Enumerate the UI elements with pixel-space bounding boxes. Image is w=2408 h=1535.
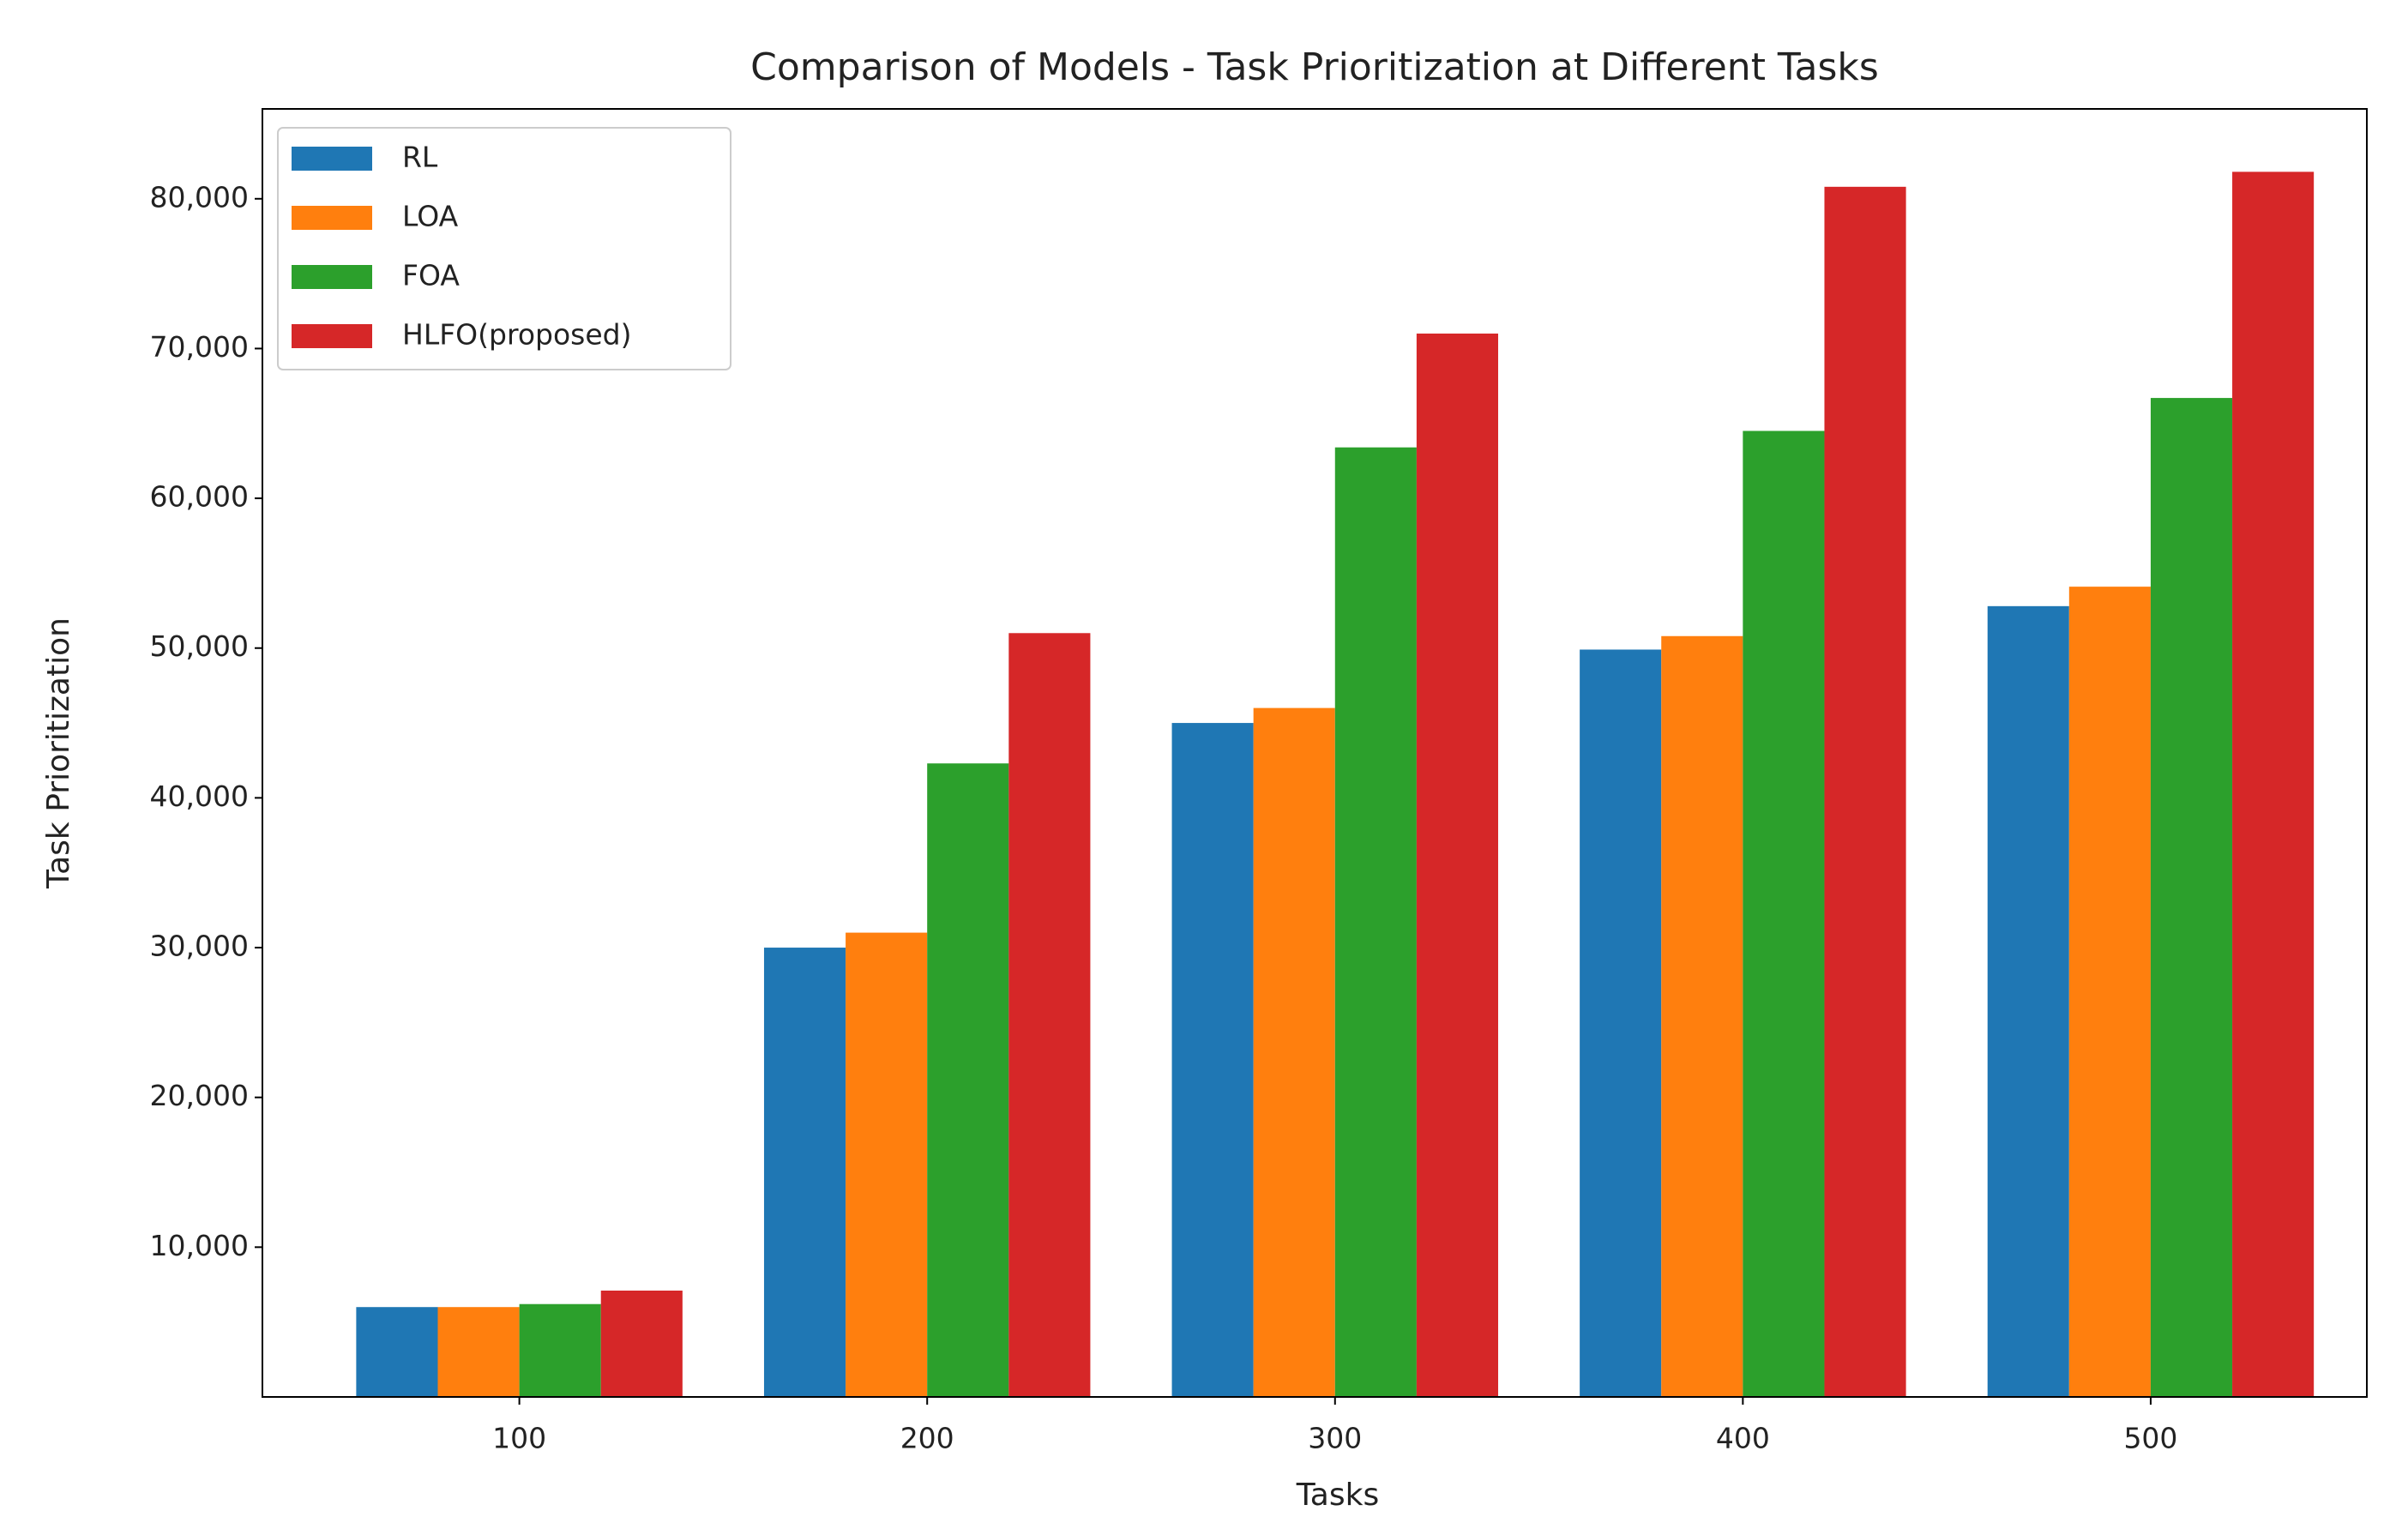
- legend-swatch: [292, 265, 372, 289]
- bar: [437, 1307, 520, 1397]
- bar: [1334, 447, 1417, 1397]
- y-tick-label: 30,000: [150, 930, 249, 963]
- x-axis-label: Tasks: [1296, 1478, 1379, 1513]
- legend-swatch: [292, 324, 372, 348]
- legend-box: [277, 127, 731, 370]
- y-axis-label: Task Prioritization: [41, 617, 76, 889]
- bar: [846, 932, 928, 1397]
- bar: [2068, 587, 2151, 1397]
- y-tick-label: 40,000: [150, 780, 249, 813]
- bar: [1008, 633, 1091, 1397]
- y-tick-label: 50,000: [150, 629, 249, 663]
- legend-label: RL: [402, 141, 438, 174]
- axes-frame: [262, 108, 2368, 1398]
- y-tick-label: 10,000: [150, 1229, 249, 1262]
- bar: [1416, 333, 1499, 1397]
- bar: [763, 948, 846, 1397]
- bar: [1253, 707, 1335, 1397]
- bar: [2150, 398, 2233, 1397]
- bar: [2232, 172, 2315, 1397]
- chart-title: Comparison of Models - Task Prioritizati…: [750, 45, 1879, 89]
- legend-swatch: [292, 147, 372, 171]
- bar: [1824, 186, 1906, 1397]
- x-tick-label: 200: [900, 1422, 954, 1455]
- y-tick-label: 70,000: [150, 330, 249, 364]
- bar: [1987, 605, 2069, 1397]
- y-tick-label: 80,000: [150, 180, 249, 214]
- bar: [600, 1290, 683, 1397]
- legend-swatch: [292, 206, 372, 230]
- x-tick-label: 500: [2123, 1422, 2177, 1455]
- bar: [1661, 635, 1743, 1397]
- bar: [356, 1307, 438, 1397]
- x-tick-label: 300: [1308, 1422, 1362, 1455]
- x-tick-label: 100: [492, 1422, 546, 1455]
- bar: [1171, 723, 1254, 1397]
- y-tick-label: 60,000: [150, 480, 249, 514]
- bar: [519, 1303, 601, 1397]
- bar: [1580, 649, 1662, 1397]
- bar: [1743, 430, 1825, 1397]
- legend-label: HLFO(proposed): [402, 318, 631, 352]
- legend-label: FOA: [402, 259, 460, 292]
- y-tick-label: 20,000: [150, 1079, 249, 1112]
- bar: [927, 763, 1009, 1397]
- legend-label: LOA: [402, 200, 459, 233]
- x-tick-label: 400: [1716, 1422, 1770, 1455]
